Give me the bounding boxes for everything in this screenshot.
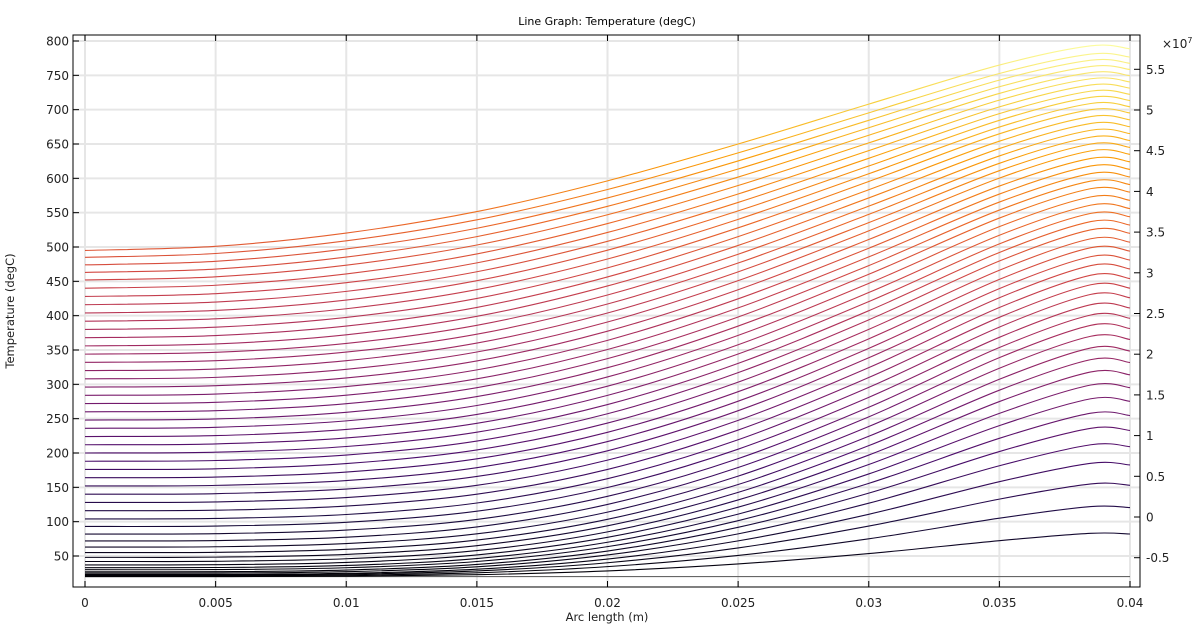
temperature-line xyxy=(84,156,1131,388)
gridlines xyxy=(73,35,1140,587)
temperature-line xyxy=(84,186,1131,421)
temperature-line xyxy=(84,128,1131,355)
colorbar-tick-label: 1 xyxy=(1146,429,1154,443)
x-tick-label: 0.02 xyxy=(594,596,621,610)
colorbar-tick-label: 2.5 xyxy=(1146,307,1165,321)
temperature-line xyxy=(84,482,1131,576)
temperature-line xyxy=(84,334,1131,548)
y-tick-label: 200 xyxy=(46,447,69,461)
temperature-line xyxy=(84,273,1131,504)
temperature-line xyxy=(84,108,1131,330)
temperature-line xyxy=(84,443,1131,574)
x-tick-label: 0.03 xyxy=(855,596,882,610)
temperature-line xyxy=(84,357,1131,558)
y-tick-label: 300 xyxy=(46,378,69,392)
y-tick-label: 350 xyxy=(46,344,69,358)
temperature-line xyxy=(84,203,1131,438)
temperature-line xyxy=(84,65,1131,273)
temperature-line xyxy=(84,369,1131,563)
y-tick-label: 750 xyxy=(46,69,69,83)
temperature-line xyxy=(84,52,1131,258)
colorbar-tick-label: 4.5 xyxy=(1146,144,1165,158)
plot-frame xyxy=(72,34,1141,588)
y-tick-label: 650 xyxy=(46,138,69,152)
temperature-line xyxy=(84,426,1131,573)
y-axis-label: Temperature (degC) xyxy=(3,253,17,369)
chart-title: Line Graph: Temperature (degC) xyxy=(518,15,696,28)
y-tick-label: 100 xyxy=(46,515,69,529)
x-tick-label: 0.035 xyxy=(982,596,1016,610)
y-tick-label: 800 xyxy=(46,35,69,49)
x-tick-label: 0 xyxy=(81,596,89,610)
colorbar-tick-label: 0 xyxy=(1146,511,1154,525)
temperature-line xyxy=(84,292,1131,520)
temperature-line xyxy=(84,345,1131,554)
x-tick-label: 0.01 xyxy=(333,596,360,610)
y-tick-label: 600 xyxy=(46,172,69,186)
y-tick-label: 250 xyxy=(46,412,69,426)
temperature-line xyxy=(84,95,1131,314)
temperature-line xyxy=(84,149,1131,380)
temperature-line xyxy=(84,219,1131,454)
colorbar-tick-label: 5.5 xyxy=(1146,63,1165,77)
x-tick-label: 0.025 xyxy=(721,596,755,610)
temperature-line xyxy=(84,121,1131,347)
temperature-line xyxy=(84,302,1131,528)
colorbar-tick-label: 5 xyxy=(1146,104,1154,118)
colorbar-tick-label: -0.5 xyxy=(1146,551,1169,565)
temperature-line xyxy=(84,254,1131,487)
temperature-line xyxy=(84,194,1131,429)
temperature-line xyxy=(84,282,1131,512)
x-axis-label: Arc length (m) xyxy=(566,610,649,624)
colorbar-tick-label: 3.5 xyxy=(1146,226,1165,240)
temperature-line xyxy=(84,58,1131,266)
temperature-line xyxy=(84,171,1131,405)
temperature-line xyxy=(84,83,1131,297)
x-tick-label: 0.005 xyxy=(198,596,232,610)
temperature-line xyxy=(84,411,1131,571)
temperature-line xyxy=(84,114,1131,339)
temperature-line xyxy=(84,323,1131,542)
data-lines xyxy=(84,44,1131,578)
colorbar-tick-label: 0.5 xyxy=(1146,470,1165,484)
y-tick-label: 500 xyxy=(46,241,69,255)
x-tick-label: 0.04 xyxy=(1117,596,1144,610)
y-tick-label: 550 xyxy=(46,206,69,220)
x-axis: 0 0.005 0.01 0.015 0.02 0.025 0.03 0.035 0.04 xyxy=(81,35,1143,610)
temperature-line xyxy=(84,44,1131,251)
y-tick-label: 400 xyxy=(46,309,69,323)
y-tick-label: 450 xyxy=(46,275,69,289)
colorbar-tick-label: 2 xyxy=(1146,348,1154,362)
temperature-line xyxy=(84,179,1131,413)
temperature-line xyxy=(84,211,1131,446)
temperature-line xyxy=(84,135,1131,363)
colorbar-tick-label: 1.5 xyxy=(1146,388,1165,402)
temperature-line xyxy=(84,383,1131,566)
temperature-line xyxy=(84,396,1131,569)
y-axis-right-colorbar: -0.5 0 0.5 1 1.5 2 2.5 3 3.5 4 4.5 5 5.5 xyxy=(1134,63,1169,565)
temperature-line xyxy=(84,263,1131,495)
temperature-line xyxy=(84,71,1131,281)
temperature-line xyxy=(84,164,1131,396)
temperature-line xyxy=(84,461,1131,576)
colorbar-tick-label: 4 xyxy=(1146,185,1154,199)
temperature-line xyxy=(84,227,1131,462)
temperature-line xyxy=(84,77,1131,289)
temperature-line xyxy=(84,101,1131,322)
temperature-line xyxy=(84,142,1131,372)
temperature-line xyxy=(84,312,1131,535)
colorbar-multiplier: ×107 xyxy=(1162,36,1192,51)
y-axis-left: 50 100 150 200 250 300 350 400 450 500 550 600 650 70… xyxy=(46,35,79,564)
temperature-line xyxy=(84,89,1131,306)
y-tick-label: 150 xyxy=(46,481,69,495)
x-tick-label: 0.015 xyxy=(460,596,494,610)
y-tick-label: 700 xyxy=(46,103,69,117)
temperature-line xyxy=(84,245,1131,479)
colorbar-tick-label: 3 xyxy=(1146,266,1154,280)
temperature-line xyxy=(84,532,1131,578)
temperature-line xyxy=(84,505,1131,577)
y-tick-label: 50 xyxy=(54,550,69,564)
temperature-line xyxy=(84,236,1131,471)
